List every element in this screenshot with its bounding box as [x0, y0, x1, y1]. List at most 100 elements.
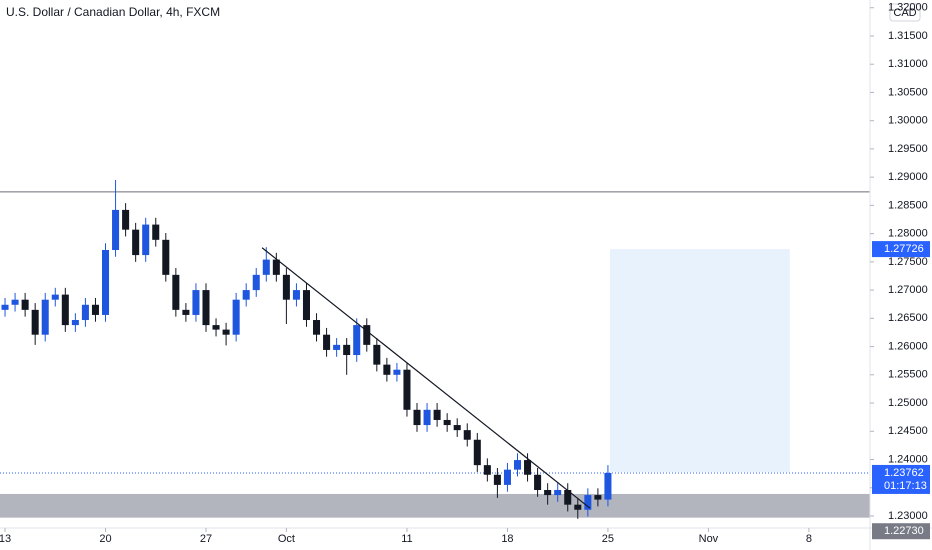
last-price-label: 1.23762 — [884, 467, 924, 479]
candle-body — [222, 329, 230, 335]
candle-body — [182, 309, 190, 315]
bottom-price-box — [872, 523, 930, 540]
candle-body — [11, 299, 19, 305]
candle-body — [1, 304, 9, 310]
y-tick-label: 1.29500 — [888, 143, 928, 155]
candle-body — [403, 369, 411, 410]
candle-body — [353, 325, 361, 356]
candle-body — [192, 290, 200, 315]
candle-body — [272, 259, 280, 275]
candle-body — [81, 304, 89, 321]
candle-body — [433, 409, 441, 420]
candle-body — [574, 504, 582, 510]
x-tick-label: 8 — [806, 533, 812, 545]
candle-body — [554, 489, 562, 496]
candle-body — [262, 259, 270, 275]
support-zone — [0, 493, 870, 518]
candle-body — [413, 409, 421, 426]
currency-button-label[interactable]: CAD — [893, 7, 916, 19]
y-tick-label: 1.26000 — [888, 340, 928, 352]
x-tick-label: Nov — [699, 533, 719, 545]
y-tick-label: 1.26500 — [888, 312, 928, 324]
candle-body — [473, 439, 481, 466]
x-tick-label: 13 — [0, 533, 11, 545]
y-tick-label: 1.23000 — [888, 510, 928, 522]
candle-body — [584, 495, 592, 510]
y-tick-label: 1.27000 — [888, 284, 928, 296]
candle-body — [212, 325, 220, 330]
candle-body — [242, 290, 250, 300]
candle-body — [282, 274, 290, 300]
trendline — [261, 247, 591, 509]
candle-body — [302, 290, 310, 321]
candle-body — [132, 229, 140, 256]
x-tick-label: 27 — [200, 533, 212, 545]
y-tick-label: 1.28000 — [888, 228, 928, 240]
candle-body — [493, 474, 501, 485]
candle-body — [483, 465, 491, 475]
candle-body — [252, 274, 260, 291]
chart-title: U.S. Dollar / Canadian Dollar, 4h, FXCM — [6, 5, 220, 19]
candle-body — [463, 430, 471, 440]
candle-body — [91, 304, 99, 315]
last-price-box — [872, 464, 930, 494]
candle-body — [564, 489, 572, 505]
y-tick-label: 1.27500 — [888, 256, 928, 268]
bottom-price-label: 1.22730 — [884, 525, 924, 537]
candle-body — [604, 472, 612, 500]
candle-body — [594, 495, 602, 500]
countdown-label: 01:17:13 — [884, 480, 927, 492]
y-tick-label: 1.28500 — [888, 199, 928, 211]
candle-body — [112, 209, 120, 250]
x-tick-label: 11 — [401, 533, 412, 545]
candle-body — [313, 320, 321, 335]
y-tick-label: 1.29000 — [888, 171, 928, 183]
y-tick-label: 1.30000 — [888, 115, 928, 127]
x-tick-label: 20 — [99, 533, 111, 545]
candle-body — [524, 460, 532, 475]
candle-body — [172, 274, 180, 310]
candle-body — [51, 294, 59, 300]
y-tick-label: 1.31000 — [888, 58, 928, 70]
target-box — [609, 249, 790, 472]
candle-body — [544, 489, 552, 496]
candle-body — [333, 344, 341, 350]
candle-body — [373, 344, 381, 365]
x-tick-label: Oct — [278, 533, 295, 545]
candle-body — [41, 299, 49, 335]
target-price-box — [872, 241, 930, 258]
candle-body — [31, 309, 39, 335]
y-tick-label: 1.24500 — [888, 425, 928, 437]
target-price-label: 1.27726 — [884, 243, 924, 255]
y-tick-label: 1.31500 — [888, 30, 928, 42]
currency-button[interactable] — [889, 3, 921, 22]
candle-body — [323, 334, 331, 350]
plot-area — [0, 179, 870, 519]
candle-body — [363, 325, 371, 345]
x-tick-label: 25 — [602, 533, 614, 545]
y-tick-label: 1.25000 — [888, 397, 928, 409]
x-tick-label: 18 — [501, 533, 513, 545]
candle-body — [343, 344, 351, 356]
candle-body — [513, 460, 522, 470]
candle-body — [292, 290, 300, 300]
y-tick-label: 1.24000 — [888, 453, 928, 465]
candle-body — [232, 299, 240, 335]
candle-body — [142, 224, 150, 256]
candle-body — [71, 320, 79, 326]
candle-body — [101, 249, 110, 315]
candle-body — [534, 474, 542, 490]
y-tick-label: 1.25500 — [888, 369, 928, 381]
candle-body — [453, 425, 461, 431]
candle-body — [21, 299, 29, 310]
candle-body — [383, 364, 391, 375]
candle-body — [443, 419, 451, 426]
candle-body — [423, 409, 431, 426]
candle-body — [162, 239, 170, 275]
candle-body — [152, 224, 160, 240]
candle-body — [202, 290, 210, 326]
candle-body — [61, 294, 69, 326]
